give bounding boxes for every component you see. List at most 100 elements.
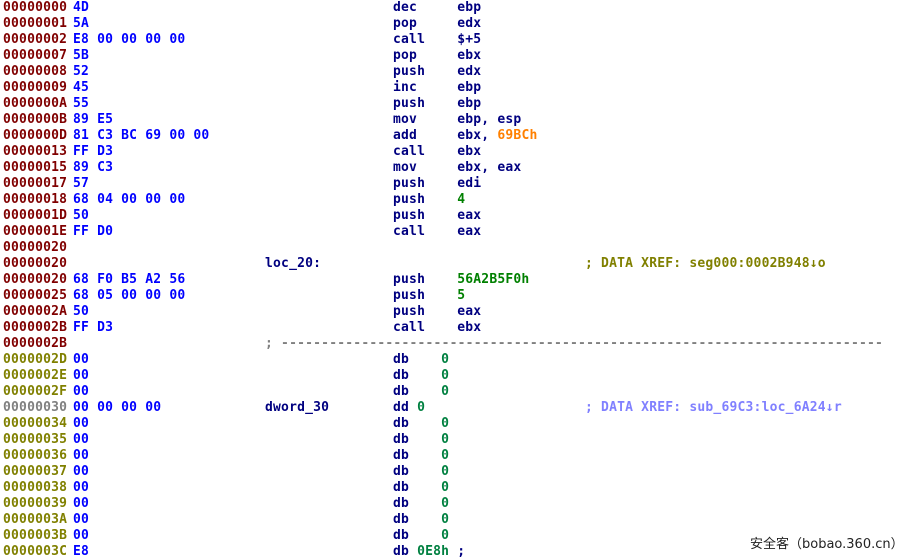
code-label[interactable]: dword_30 xyxy=(265,400,330,415)
instruction[interactable]: call eax xyxy=(393,224,481,240)
listing-line[interactable]: 00000002 E8 00 00 00 00 call $+5 xyxy=(0,32,921,48)
operand[interactable]: 0 xyxy=(441,448,450,463)
operand[interactable]: ebp, esp xyxy=(457,112,522,127)
operand[interactable]: 0 xyxy=(441,352,450,367)
instruction[interactable]: push 56A2B5F0h xyxy=(393,272,529,288)
operand[interactable]: eax xyxy=(457,304,482,319)
listing-line[interactable]: 00000017 57 push edi xyxy=(0,176,921,192)
operand[interactable]: 0 xyxy=(417,400,426,415)
listing-line[interactable]: 00000008 52 push edx xyxy=(0,64,921,80)
instruction[interactable]: call ebx xyxy=(393,320,481,336)
operand[interactable]: eax xyxy=(457,224,482,239)
operand[interactable]: edx xyxy=(457,16,482,31)
listing-line[interactable]: 00000000 4D dec ebp xyxy=(0,0,921,16)
listing-line[interactable]: 0000001D 50 push eax xyxy=(0,208,921,224)
operand[interactable]: ebx xyxy=(457,320,482,335)
operand[interactable]: ebx xyxy=(457,144,482,159)
listing-line[interactable]: 00000034 00 db 0 xyxy=(0,416,921,432)
listing-line[interactable]: 0000002B ; ------------------------------… xyxy=(0,336,921,352)
operand[interactable]: ebp xyxy=(457,0,482,15)
instruction[interactable]: push 4 xyxy=(393,192,465,208)
operand[interactable]: 0 xyxy=(441,432,450,447)
instruction[interactable]: call $+5 xyxy=(393,32,481,48)
instruction[interactable]: push edi xyxy=(393,176,481,192)
listing-line[interactable]: 0000003C E8 db 0E8h ; xyxy=(0,544,921,560)
instruction[interactable]: push 5 xyxy=(393,288,465,304)
operand[interactable]: 0 xyxy=(441,512,450,527)
operand[interactable]: 0 xyxy=(441,368,450,383)
listing-line[interactable]: 00000020 68 F0 B5 A2 56 push 56A2B5F0h xyxy=(0,272,921,288)
operand[interactable]: ebp xyxy=(457,96,482,111)
operand[interactable]: 69BCh xyxy=(497,128,538,143)
operand[interactable]: 0 xyxy=(441,528,450,543)
instruction[interactable]: db 0 xyxy=(393,496,449,512)
operand[interactable]: eax xyxy=(457,208,482,223)
instruction[interactable]: db 0 xyxy=(393,352,449,368)
listing-line[interactable]: 00000001 5A pop edx xyxy=(0,16,921,32)
listing-line[interactable]: 00000013 FF D3 call ebx xyxy=(0,144,921,160)
instruction[interactable]: dec ebp xyxy=(393,0,481,16)
instruction[interactable]: db 0 xyxy=(393,464,449,480)
listing-line[interactable]: 0000002E 00 db 0 xyxy=(0,368,921,384)
operand[interactable]: edi xyxy=(457,176,482,191)
code-label[interactable]: loc_20: xyxy=(265,256,322,271)
listing-line[interactable]: 00000036 00 db 0 xyxy=(0,448,921,464)
instruction[interactable]: dd 0 xyxy=(393,400,425,416)
xref-comment[interactable]: ; DATA XREF: seg000:0002B948↓o xyxy=(585,256,826,271)
operand[interactable]: ebx, eax xyxy=(457,160,522,175)
listing-line[interactable]: 0000002B FF D3 call ebx xyxy=(0,320,921,336)
listing-line[interactable]: 00000007 5B pop ebx xyxy=(0,48,921,64)
operand[interactable]: edx xyxy=(457,64,482,79)
instruction[interactable]: push ebp xyxy=(393,96,481,112)
instruction[interactable]: call ebx xyxy=(393,144,481,160)
instruction[interactable]: db 0 xyxy=(393,432,449,448)
operand[interactable]: 0E8h xyxy=(417,544,450,559)
listing-line[interactable]: 00000035 00 db 0 xyxy=(0,432,921,448)
instruction[interactable]: pop ebx xyxy=(393,48,481,64)
operand[interactable]: 5 xyxy=(457,288,466,303)
instruction[interactable]: db 0 xyxy=(393,384,449,400)
listing-line[interactable]: 0000001E FF D0 call eax xyxy=(0,224,921,240)
operand[interactable]: ebx xyxy=(457,48,482,63)
listing-line[interactable]: 00000038 00 db 0 xyxy=(0,480,921,496)
operand[interactable]: $+5 xyxy=(457,32,482,47)
operand[interactable]: 0 xyxy=(441,384,450,399)
listing-line[interactable]: 00000018 68 04 00 00 00 push 4 xyxy=(0,192,921,208)
instruction[interactable]: push eax xyxy=(393,208,481,224)
instruction[interactable]: pop edx xyxy=(393,16,481,32)
operand[interactable]: 0 xyxy=(441,480,450,495)
listing-line[interactable]: 00000020 xyxy=(0,240,921,256)
instruction[interactable]: mov ebp, esp xyxy=(393,112,521,128)
listing-line[interactable]: 00000020 loc_20: ; DATA XREF: seg000:0002B… xyxy=(0,256,921,272)
listing-line[interactable]: 00000030 00 00 00 00 dword_30 dd 0 ; DATA XR… xyxy=(0,400,921,416)
instruction[interactable]: db 0E8h ; xyxy=(393,544,465,560)
instruction[interactable]: push edx xyxy=(393,64,481,80)
operand[interactable]: ebx, xyxy=(457,128,498,143)
instruction[interactable]: db 0 xyxy=(393,368,449,384)
listing-line[interactable]: 0000000B 89 E5 mov ebp, esp xyxy=(0,112,921,128)
operand[interactable]: 56A2B5F0h xyxy=(457,272,530,287)
instruction[interactable]: db 0 xyxy=(393,512,449,528)
listing-line[interactable]: 0000003A 00 db 0 xyxy=(0,512,921,528)
operand[interactable]: 0 xyxy=(441,496,450,511)
listing-line[interactable]: 0000003B 00 db 0 xyxy=(0,528,921,544)
listing-line[interactable]: 0000002F 00 db 0 xyxy=(0,384,921,400)
listing-line[interactable]: 00000025 68 05 00 00 00 push 5 xyxy=(0,288,921,304)
instruction[interactable]: push eax xyxy=(393,304,481,320)
operand[interactable]: ; xyxy=(449,544,466,559)
instruction[interactable]: db 0 xyxy=(393,448,449,464)
xref-comment[interactable]: ; DATA XREF: sub_69C3:loc_6A24↓r xyxy=(585,400,842,415)
listing-line[interactable]: 0000002A 50 push eax xyxy=(0,304,921,320)
operand[interactable]: 0 xyxy=(441,416,450,431)
instruction[interactable]: db 0 xyxy=(393,528,449,544)
listing-line[interactable]: 0000002D 00 db 0 xyxy=(0,352,921,368)
instruction[interactable]: mov ebx, eax xyxy=(393,160,521,176)
listing-line[interactable]: 00000015 89 C3 mov ebx, eax xyxy=(0,160,921,176)
listing-line[interactable]: 00000039 00 db 0 xyxy=(0,496,921,512)
operand[interactable]: ebp xyxy=(457,80,482,95)
operand[interactable]: 4 xyxy=(457,192,466,207)
instruction[interactable]: db 0 xyxy=(393,416,449,432)
listing-line[interactable]: 00000037 00 db 0 xyxy=(0,464,921,480)
listing-line[interactable]: 00000009 45 inc ebp xyxy=(0,80,921,96)
